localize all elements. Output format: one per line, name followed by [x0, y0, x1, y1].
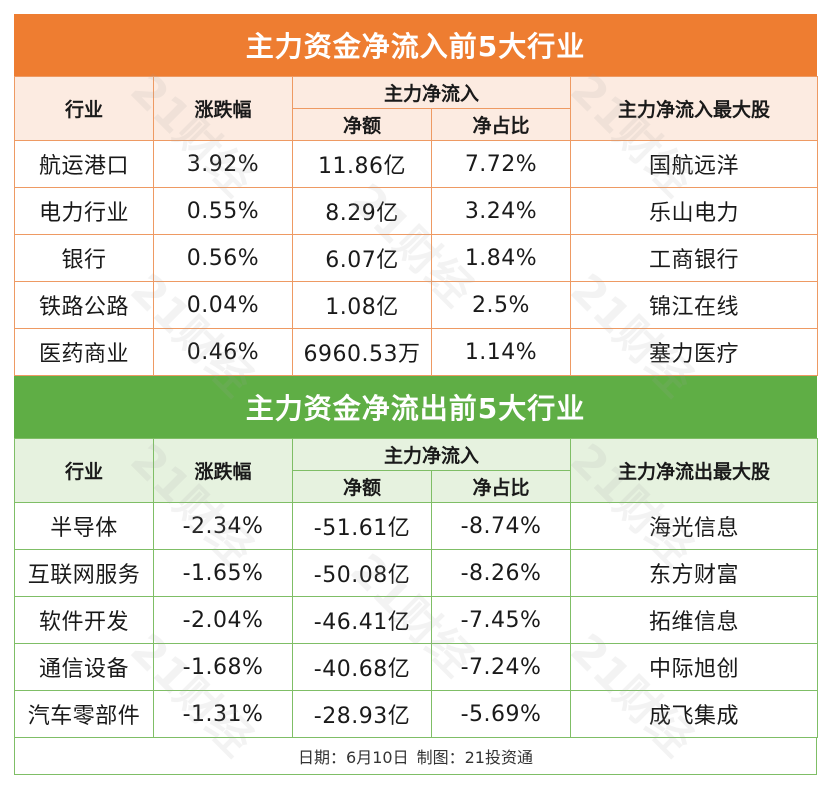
change-cell: 0.55% [153, 187, 293, 235]
net-ratio-cell: 2.5% [430, 281, 572, 329]
net-ratio-cell: 7.72% [430, 140, 572, 188]
table-row: 电力行业 0.55% 8.29亿 3.24% 乐山电力 [14, 187, 819, 235]
outflow-title: 主力资金净流出前5大行业 [14, 376, 817, 438]
change-cell: -1.68% [153, 643, 293, 691]
industry-cell: 铁路公路 [14, 281, 154, 329]
top-stock-cell: 工商银行 [570, 234, 819, 282]
top-stock-cell: 国航远洋 [570, 140, 819, 188]
header-top-stock: 主力净流出最大股 [570, 438, 819, 503]
top-stock-cell: 东方财富 [570, 549, 819, 597]
industry-cell: 航运港口 [14, 140, 154, 188]
top-stock-cell: 中际旭创 [570, 643, 819, 691]
outflow-table: 行业 涨跌幅 主力净流入 主力净流出最大股 净额 净占比 半导体 -2.34% … [14, 438, 819, 738]
header-net-ratio: 净占比 [430, 470, 572, 503]
header-industry: 行业 [14, 76, 154, 141]
industry-cell: 汽车零部件 [14, 690, 154, 738]
net-amount-cell: 1.08亿 [292, 281, 432, 329]
industry-cell: 电力行业 [14, 187, 154, 235]
change-cell: 0.04% [153, 281, 293, 329]
table-row: 软件开发 -2.04% -46.41亿 -7.45% 拓维信息 [14, 596, 819, 644]
net-ratio-cell: -8.26% [430, 549, 572, 597]
header-net-ratio: 净占比 [430, 108, 572, 141]
inflow-title: 主力资金净流入前5大行业 [14, 14, 817, 76]
net-amount-cell: -28.93亿 [292, 690, 432, 738]
header-industry: 行业 [14, 438, 154, 503]
top-stock-cell: 拓维信息 [570, 596, 819, 644]
outflow-header-row: 行业 涨跌幅 主力净流入 主力净流出最大股 [14, 438, 819, 503]
change-cell: -1.65% [153, 549, 293, 597]
net-ratio-cell: -7.24% [430, 643, 572, 691]
net-amount-cell: 6960.53万 [292, 328, 432, 376]
header-main-net: 主力净流入 [291, 438, 572, 471]
industry-cell: 互联网服务 [14, 549, 154, 597]
industry-cell: 半导体 [14, 502, 154, 550]
header-net-amount: 净额 [292, 108, 432, 141]
table-row: 医药商业 0.46% 6960.53万 1.14% 塞力医疗 [14, 328, 819, 376]
table-row: 互联网服务 -1.65% -50.08亿 -8.26% 东方财富 [14, 549, 819, 597]
net-amount-cell: 8.29亿 [292, 187, 432, 235]
net-ratio-cell: -7.45% [430, 596, 572, 644]
footer-caption: 日期：6月10日 制图：21投资通 [14, 738, 817, 775]
table-row: 通信设备 -1.68% -40.68亿 -7.24% 中际旭创 [14, 643, 819, 691]
table-row: 半导体 -2.34% -51.61亿 -8.74% 海光信息 [14, 502, 819, 550]
top-stock-cell: 乐山电力 [570, 187, 819, 235]
industry-cell: 软件开发 [14, 596, 154, 644]
change-cell: 3.92% [153, 140, 293, 188]
inflow-table: 行业 涨跌幅 主力净流入 主力净流入最大股 净额 净占比 航运港口 3.92% … [14, 76, 819, 376]
table-row: 银行 0.56% 6.07亿 1.84% 工商银行 [14, 234, 819, 282]
industry-cell: 银行 [14, 234, 154, 282]
footer-date: 日期：6月10日 [298, 748, 409, 767]
change-cell: -2.34% [153, 502, 293, 550]
header-change: 涨跌幅 [153, 438, 293, 503]
net-amount-cell: -51.61亿 [292, 502, 432, 550]
table-row: 航运港口 3.92% 11.86亿 7.72% 国航远洋 [14, 140, 819, 188]
header-change: 涨跌幅 [153, 76, 293, 141]
change-cell: -1.31% [153, 690, 293, 738]
net-ratio-cell: 1.84% [430, 234, 572, 282]
top-stock-cell: 海光信息 [570, 502, 819, 550]
report-card: 主力资金净流入前5大行业 行业 涨跌幅 主力净流入 主力净流入最大股 净额 净占… [14, 14, 819, 775]
inflow-header-row: 行业 涨跌幅 主力净流入 主力净流入最大股 [14, 76, 819, 141]
net-ratio-cell: -5.69% [430, 690, 572, 738]
net-amount-cell: 6.07亿 [292, 234, 432, 282]
inflow-subheader-row: 净额 净占比 [15, 108, 818, 141]
net-amount-cell: 11.86亿 [292, 140, 432, 188]
top-stock-cell: 成飞集成 [570, 690, 819, 738]
header-top-stock: 主力净流入最大股 [570, 76, 819, 141]
table-row: 铁路公路 0.04% 1.08亿 2.5% 锦江在线 [14, 281, 819, 329]
table-row: 汽车零部件 -1.31% -28.93亿 -5.69% 成飞集成 [14, 690, 819, 738]
top-stock-cell: 锦江在线 [570, 281, 819, 329]
net-amount-cell: -50.08亿 [292, 549, 432, 597]
footer-credit: 制图：21投资通 [416, 748, 533, 767]
change-cell: 0.46% [153, 328, 293, 376]
header-main-net: 主力净流入 [291, 76, 572, 109]
change-cell: 0.56% [153, 234, 293, 282]
net-ratio-cell: -8.74% [430, 502, 572, 550]
change-cell: -2.04% [153, 596, 293, 644]
header-net-amount: 净额 [292, 470, 432, 503]
industry-cell: 医药商业 [14, 328, 154, 376]
net-ratio-cell: 1.14% [430, 328, 572, 376]
net-amount-cell: -46.41亿 [292, 596, 432, 644]
industry-cell: 通信设备 [14, 643, 154, 691]
net-amount-cell: -40.68亿 [292, 643, 432, 691]
top-stock-cell: 塞力医疗 [570, 328, 819, 376]
net-ratio-cell: 3.24% [430, 187, 572, 235]
